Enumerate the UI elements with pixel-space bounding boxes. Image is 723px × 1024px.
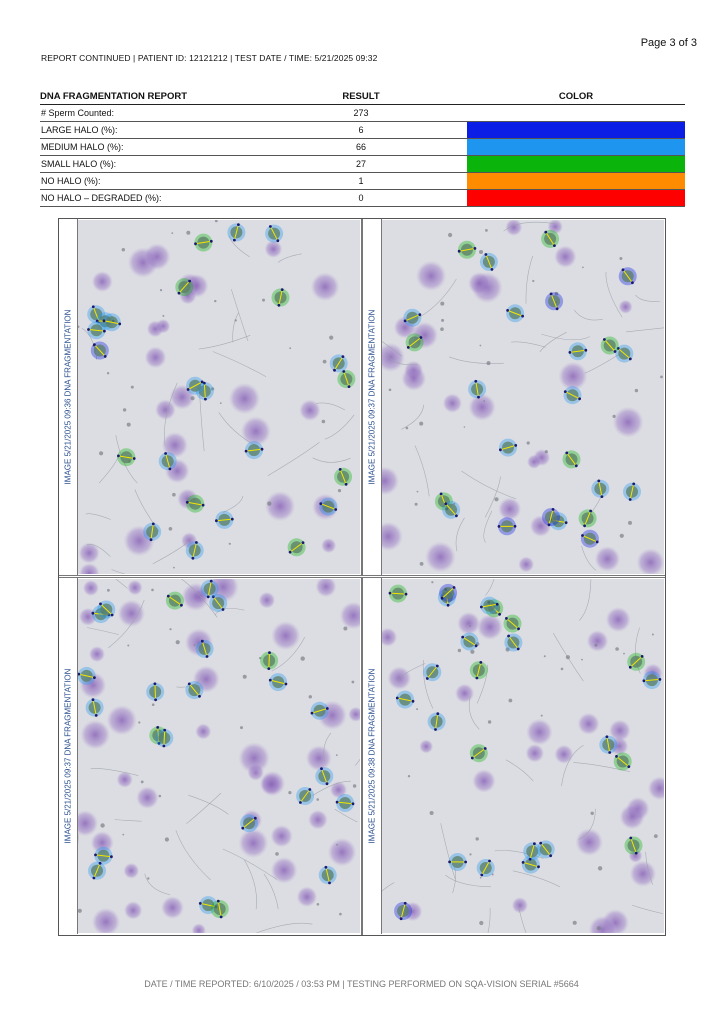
- microscopy-panel: IMAGE 5/21/2025 09:37 DNA FRAGMENTATION: [363, 219, 665, 575]
- row-value: 0: [255, 189, 467, 207]
- header-color: COLOR: [467, 90, 685, 105]
- dna-fragmentation-table: DNA FRAGMENTATION REPORT RESULT COLOR # …: [40, 90, 685, 207]
- header-report-title: DNA FRAGMENTATION REPORT: [40, 90, 255, 105]
- table-row: LARGE HALO (%): 6: [40, 121, 685, 139]
- row-value: 66: [255, 138, 467, 156]
- image-label: IMAGE 5/21/2025 09:36 DNA FRAGMENTATION: [63, 309, 73, 485]
- row-value: 273: [255, 104, 467, 122]
- color-swatch-no-halo: [467, 173, 685, 189]
- microscopy-image-grid: IMAGE 5/21/2025 09:36 DNA FRAGMENTATION …: [58, 218, 666, 936]
- row-label: NO HALO (%):: [40, 172, 255, 190]
- row-label: SMALL HALO (%):: [40, 155, 255, 173]
- color-swatch-no-halo-degraded: [467, 190, 685, 206]
- report-continued-line: REPORT CONTINUED | PATIENT ID: 12121212 …: [41, 53, 378, 63]
- table-row: NO HALO (%): 1: [40, 172, 685, 190]
- image-label: IMAGE 5/21/2025 09:37 DNA FRAGMENTATION: [367, 309, 377, 485]
- table-row: SMALL HALO (%): 27: [40, 155, 685, 173]
- microscopy-panel: IMAGE 5/21/2025 09:38 DNA FRAGMENTATION: [363, 578, 665, 934]
- header-result: RESULT: [255, 90, 467, 105]
- microscopy-image: [78, 220, 360, 574]
- row-label: NO HALO – DEGRADED (%):: [40, 189, 255, 207]
- row-value: 6: [255, 121, 467, 139]
- image-label: IMAGE 5/21/2025 09:37 DNA FRAGMENTATION: [63, 668, 73, 844]
- table-row: # Sperm Counted: 273: [40, 104, 685, 122]
- report-footer: DATE / TIME REPORTED: 6/10/2025 / 03:53 …: [144, 979, 579, 989]
- row-value: 1: [255, 172, 467, 190]
- row-color-cell: [467, 104, 685, 122]
- image-label: IMAGE 5/21/2025 09:38 DNA FRAGMENTATION: [367, 668, 377, 844]
- row-label: # Sperm Counted:: [40, 104, 255, 122]
- row-value: 27: [255, 155, 467, 173]
- page-number: Page 3 of 3: [640, 37, 697, 49]
- microscopy-image: [78, 579, 360, 933]
- color-swatch-small-halo: [467, 156, 685, 172]
- microscopy-image: [382, 220, 664, 574]
- color-swatch-medium-halo: [467, 139, 685, 155]
- row-label: LARGE HALO (%):: [40, 121, 255, 139]
- table-row: MEDIUM HALO (%): 66: [40, 138, 685, 156]
- microscopy-image: [382, 579, 664, 933]
- microscopy-panel: IMAGE 5/21/2025 09:37 DNA FRAGMENTATION: [59, 578, 361, 934]
- microscopy-panel: IMAGE 5/21/2025 09:36 DNA FRAGMENTATION: [59, 219, 361, 575]
- color-swatch-large-halo: [467, 122, 685, 138]
- row-label: MEDIUM HALO (%):: [40, 138, 255, 156]
- table-row: NO HALO – DEGRADED (%): 0: [40, 189, 685, 207]
